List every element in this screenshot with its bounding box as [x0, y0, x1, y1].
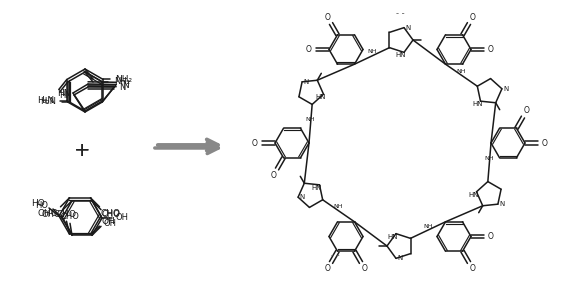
- Text: HN: HN: [57, 89, 71, 99]
- Text: HN: HN: [468, 192, 479, 198]
- Text: N: N: [397, 255, 402, 261]
- Text: O: O: [325, 264, 331, 273]
- Text: CHO: CHO: [100, 209, 120, 218]
- Text: HN: HN: [315, 94, 326, 100]
- Text: NH₂: NH₂: [116, 75, 133, 84]
- Text: NH: NH: [334, 204, 343, 209]
- Text: N: N: [304, 79, 309, 85]
- Text: O: O: [325, 13, 331, 22]
- Text: - -: - -: [396, 9, 404, 17]
- Text: O: O: [361, 264, 367, 273]
- Text: N: N: [300, 194, 305, 200]
- Text: N: N: [122, 81, 128, 90]
- Text: N: N: [119, 82, 126, 91]
- Text: O: O: [488, 45, 494, 54]
- Text: HO: HO: [31, 198, 45, 207]
- Text: NH: NH: [423, 224, 433, 229]
- Text: OH: OH: [102, 217, 116, 226]
- Text: HN: HN: [396, 52, 406, 58]
- Text: O: O: [488, 232, 494, 241]
- Text: O: O: [252, 139, 258, 148]
- Text: O: O: [524, 107, 530, 115]
- Text: HN: HN: [60, 91, 72, 99]
- Text: NH: NH: [367, 49, 377, 54]
- Text: H₂N: H₂N: [37, 96, 54, 105]
- Text: N: N: [499, 201, 505, 207]
- Text: OHC: OHC: [41, 210, 60, 219]
- Text: +: +: [74, 141, 91, 160]
- Text: O: O: [542, 139, 548, 148]
- Text: O: O: [470, 13, 475, 22]
- Text: OH: OH: [103, 219, 116, 228]
- Text: HN: HN: [472, 101, 483, 107]
- Text: OH: OH: [116, 213, 128, 223]
- Text: CHO: CHO: [102, 210, 120, 219]
- Text: NH: NH: [485, 156, 494, 161]
- Text: - -: - -: [331, 251, 339, 260]
- Text: HN: HN: [388, 234, 398, 240]
- Text: CHO: CHO: [61, 212, 79, 221]
- Text: NH: NH: [306, 117, 315, 122]
- Text: N: N: [405, 25, 411, 30]
- Text: HN: HN: [311, 185, 322, 191]
- Text: +: +: [74, 141, 91, 160]
- Text: O: O: [270, 170, 276, 180]
- Text: H₂N: H₂N: [40, 97, 55, 107]
- Text: O: O: [470, 264, 475, 273]
- Text: NH₂: NH₂: [114, 78, 130, 87]
- Text: O: O: [306, 45, 312, 54]
- Text: OHC: OHC: [37, 209, 57, 218]
- Text: N: N: [503, 86, 509, 92]
- Text: CHO: CHO: [57, 210, 77, 219]
- Text: NH: NH: [457, 69, 466, 74]
- Text: HO: HO: [36, 201, 48, 209]
